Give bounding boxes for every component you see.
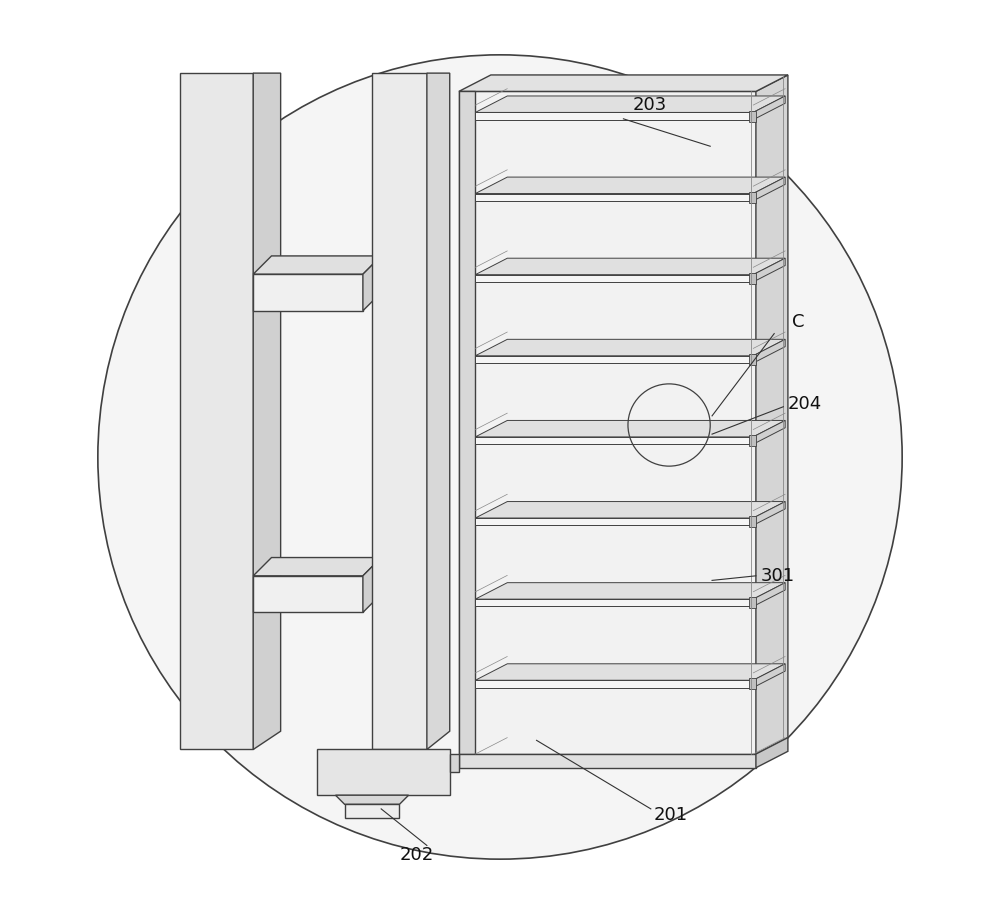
Text: 203: 203 bbox=[633, 96, 667, 114]
Text: 202: 202 bbox=[399, 845, 434, 864]
Polygon shape bbox=[753, 177, 785, 201]
Circle shape bbox=[98, 55, 902, 859]
Polygon shape bbox=[180, 73, 253, 749]
Polygon shape bbox=[475, 339, 785, 356]
Polygon shape bbox=[253, 576, 363, 612]
Polygon shape bbox=[475, 258, 785, 275]
Polygon shape bbox=[753, 258, 785, 282]
Polygon shape bbox=[363, 558, 381, 612]
Polygon shape bbox=[475, 275, 753, 282]
Polygon shape bbox=[753, 583, 785, 607]
Polygon shape bbox=[475, 96, 785, 112]
Polygon shape bbox=[475, 437, 753, 444]
Polygon shape bbox=[459, 754, 756, 768]
Polygon shape bbox=[450, 754, 459, 772]
Polygon shape bbox=[372, 73, 427, 749]
Text: 301: 301 bbox=[760, 567, 795, 585]
Polygon shape bbox=[427, 73, 450, 749]
Polygon shape bbox=[459, 91, 756, 754]
Polygon shape bbox=[475, 664, 785, 680]
Polygon shape bbox=[317, 749, 450, 795]
Polygon shape bbox=[475, 502, 785, 518]
Polygon shape bbox=[753, 502, 785, 526]
Polygon shape bbox=[753, 420, 785, 444]
Polygon shape bbox=[459, 75, 788, 91]
Polygon shape bbox=[749, 678, 756, 689]
Polygon shape bbox=[756, 75, 788, 754]
Polygon shape bbox=[475, 194, 753, 201]
Polygon shape bbox=[749, 192, 756, 203]
Polygon shape bbox=[335, 795, 409, 804]
Polygon shape bbox=[253, 73, 281, 749]
Polygon shape bbox=[475, 112, 753, 120]
Text: 204: 204 bbox=[788, 395, 822, 413]
Polygon shape bbox=[749, 598, 756, 609]
Polygon shape bbox=[475, 356, 753, 363]
Polygon shape bbox=[475, 420, 785, 437]
Polygon shape bbox=[749, 516, 756, 527]
Polygon shape bbox=[253, 274, 363, 311]
Polygon shape bbox=[749, 435, 756, 446]
Polygon shape bbox=[749, 272, 756, 283]
Polygon shape bbox=[756, 738, 788, 768]
Polygon shape bbox=[345, 804, 399, 818]
Polygon shape bbox=[363, 256, 381, 311]
Polygon shape bbox=[459, 91, 475, 754]
Polygon shape bbox=[475, 583, 785, 600]
Polygon shape bbox=[475, 518, 753, 526]
Polygon shape bbox=[475, 177, 785, 194]
Polygon shape bbox=[253, 558, 381, 576]
Polygon shape bbox=[749, 354, 756, 365]
Polygon shape bbox=[749, 111, 756, 122]
Polygon shape bbox=[253, 256, 381, 274]
Polygon shape bbox=[753, 664, 785, 687]
Polygon shape bbox=[753, 96, 785, 120]
Polygon shape bbox=[753, 339, 785, 363]
Text: 201: 201 bbox=[654, 806, 688, 824]
Polygon shape bbox=[475, 680, 753, 687]
Text: C: C bbox=[792, 313, 805, 331]
Polygon shape bbox=[475, 600, 753, 607]
